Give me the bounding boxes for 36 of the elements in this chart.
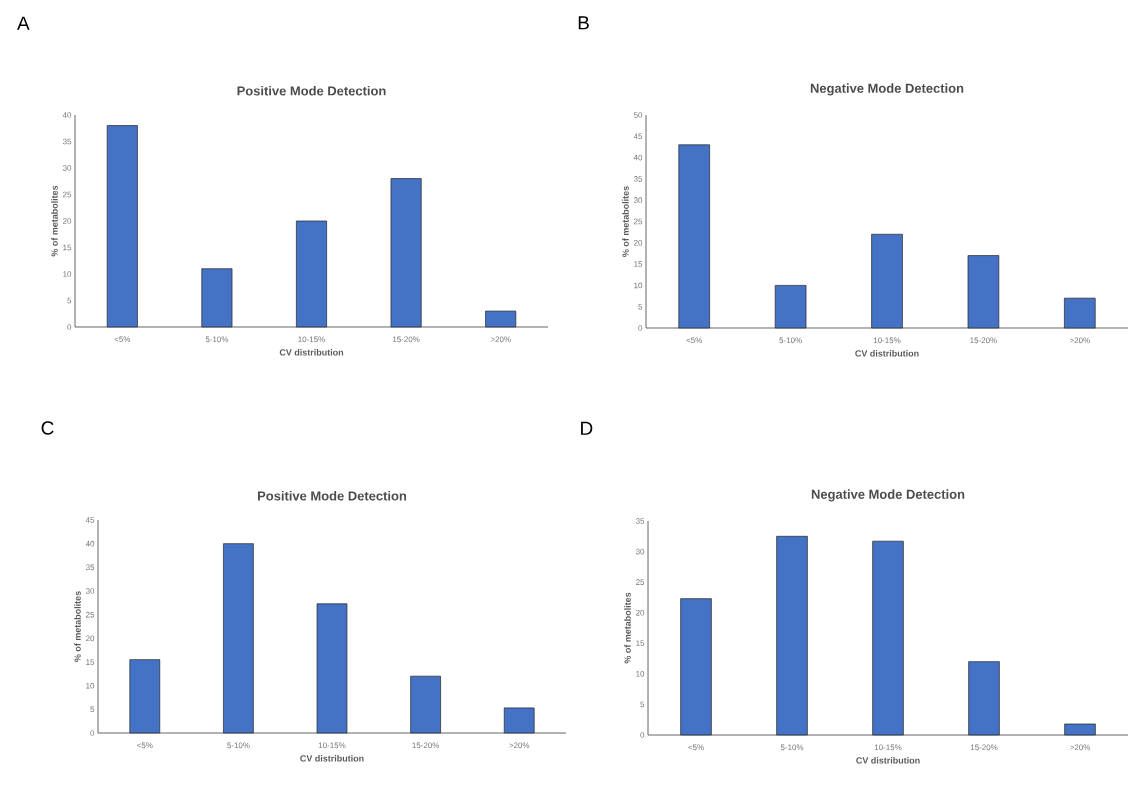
bar <box>680 598 712 736</box>
bar <box>678 144 710 329</box>
chart-title: Positive Mode Detection <box>237 85 386 96</box>
bar <box>390 178 422 328</box>
y-axis-title: % of metabolites <box>622 186 629 257</box>
bar <box>776 535 808 736</box>
x-axis-title: CV distribution <box>279 348 344 356</box>
text: B <box>578 16 589 30</box>
y-axis-title: % of metabolites <box>74 591 81 662</box>
bar <box>774 285 807 329</box>
bar <box>872 540 904 736</box>
bar <box>967 255 1000 329</box>
chart-title: Negative Mode Detection <box>810 83 964 96</box>
x-axis-title: CV distribution <box>855 349 919 357</box>
bar <box>410 675 441 734</box>
chart-title: Negative Mode Detection <box>811 489 965 502</box>
text: C <box>41 421 54 435</box>
text: A <box>17 16 30 30</box>
bar <box>129 659 161 734</box>
bar <box>1064 297 1096 329</box>
text: D <box>581 421 593 435</box>
bar <box>1064 723 1096 736</box>
bar <box>296 220 327 328</box>
bar <box>223 543 254 734</box>
bar <box>485 310 517 328</box>
bar <box>503 707 535 734</box>
chart-title: Positive Mode Detection <box>258 490 407 501</box>
bar <box>968 661 1000 736</box>
bar <box>316 603 348 734</box>
bar <box>871 233 903 329</box>
bar <box>106 125 138 328</box>
y-axis-title: % of metabolites <box>51 185 58 257</box>
x-axis-title: CV distribution <box>300 755 364 762</box>
x-axis-title: CV distribution <box>856 757 920 764</box>
bar <box>201 268 233 328</box>
y-axis-title: % of metabolites <box>624 592 631 664</box>
